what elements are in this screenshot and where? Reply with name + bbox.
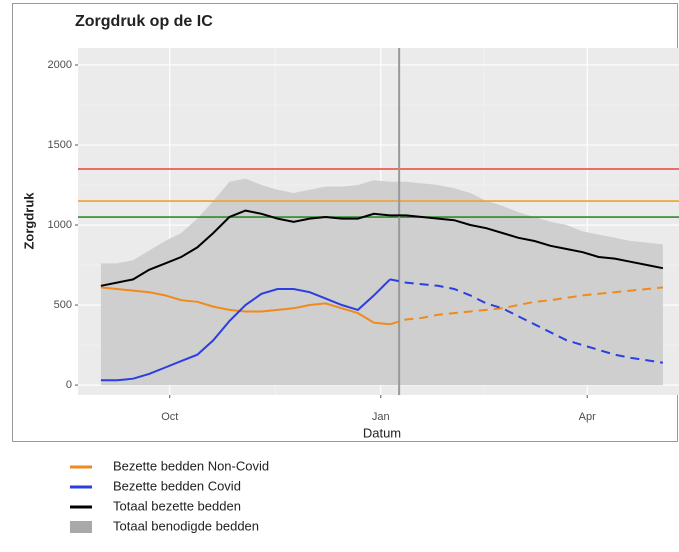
plot-layer xyxy=(78,48,679,395)
line xyxy=(100,286,391,326)
line xyxy=(100,278,391,382)
legend-label: Bezette bedden Non-Covid xyxy=(113,458,269,473)
legend-label: Totaal bezette bedden xyxy=(113,498,241,513)
x-tick-label: Oct xyxy=(161,411,178,423)
area xyxy=(100,178,663,386)
x-axis-title: Datum xyxy=(363,425,401,440)
line-projection xyxy=(389,278,664,364)
y-tick-label: 0 xyxy=(66,379,72,391)
line-projection xyxy=(389,286,663,326)
y-tick-label: 500 xyxy=(54,299,72,311)
y-axis-title: Zorgdruk xyxy=(21,192,36,250)
line xyxy=(100,209,664,287)
legend-swatch xyxy=(70,521,92,533)
x-tick-label: Jan xyxy=(372,411,390,423)
y-tick-label: 1000 xyxy=(48,219,72,231)
y-tick-label: 1500 xyxy=(48,139,72,151)
x-tick-label: Apr xyxy=(579,411,596,423)
legend-label: Bezette bedden Covid xyxy=(113,478,241,493)
y-tick-label: 2000 xyxy=(48,59,72,71)
chart-title: Zorgdruk op de IC xyxy=(75,13,213,30)
legend-label: Totaal benodigde bedden xyxy=(113,518,259,533)
